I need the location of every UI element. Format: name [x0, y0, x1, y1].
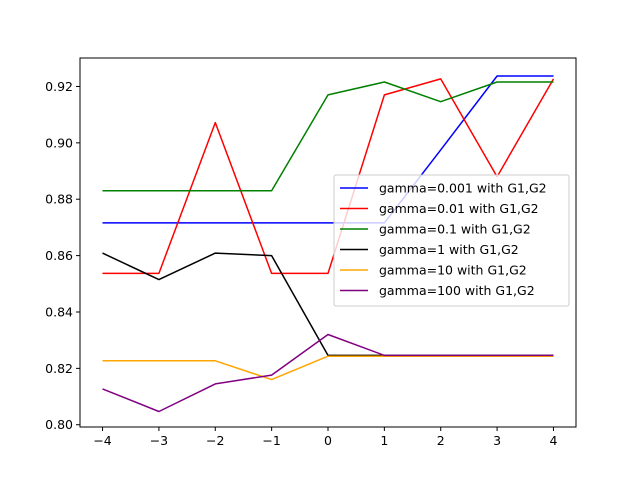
x-tick-label: −1: [262, 433, 280, 448]
y-tick-label: 0.90: [45, 135, 73, 150]
legend-label: gamma=100 with G1,G2: [379, 283, 535, 298]
series-line-4: [102, 355, 554, 381]
series-line-2: [102, 81, 554, 192]
y-tick-label: 0.92: [45, 79, 73, 94]
legend-label: gamma=0.001 with G1,G2: [379, 181, 547, 196]
x-tick-label: −4: [93, 433, 111, 448]
legend-label: gamma=0.01 with G1,G2: [379, 201, 539, 216]
y-tick-label: 0.86: [45, 248, 73, 263]
x-tick-label: 0: [324, 433, 332, 448]
series-line-5: [102, 333, 554, 413]
x-tick-label: 3: [493, 433, 501, 448]
y-tick-label: 0.80: [45, 417, 73, 432]
series-line-1: [102, 78, 555, 275]
legend-label: gamma=0.1 with G1,G2: [379, 222, 531, 237]
series-layer: [102, 75, 555, 413]
x-tick-label: 2: [437, 433, 445, 448]
legend: gamma=0.001 with G1,G2 gamma=0.01 with G1…: [333, 174, 570, 307]
y-tick-label: 0.84: [45, 304, 73, 319]
x-tick-label: 4: [549, 433, 557, 448]
x-tick-label: −3: [150, 433, 168, 448]
y-axis: 0.80 0.82 0.84 0.86 0.88 0.90 0.92: [45, 79, 80, 432]
legend-label: gamma=1 with G1,G2: [379, 242, 519, 257]
x-tick-label: 1: [380, 433, 388, 448]
legend-label: gamma=10 with G1,G2: [379, 263, 527, 278]
y-tick-label: 0.82: [45, 361, 73, 376]
x-axis: −4 −3 −2 −1 0 1 2 3 4: [93, 427, 557, 448]
x-tick-label: −2: [206, 433, 224, 448]
legend-box: [333, 174, 570, 307]
y-tick-label: 0.88: [45, 192, 73, 207]
